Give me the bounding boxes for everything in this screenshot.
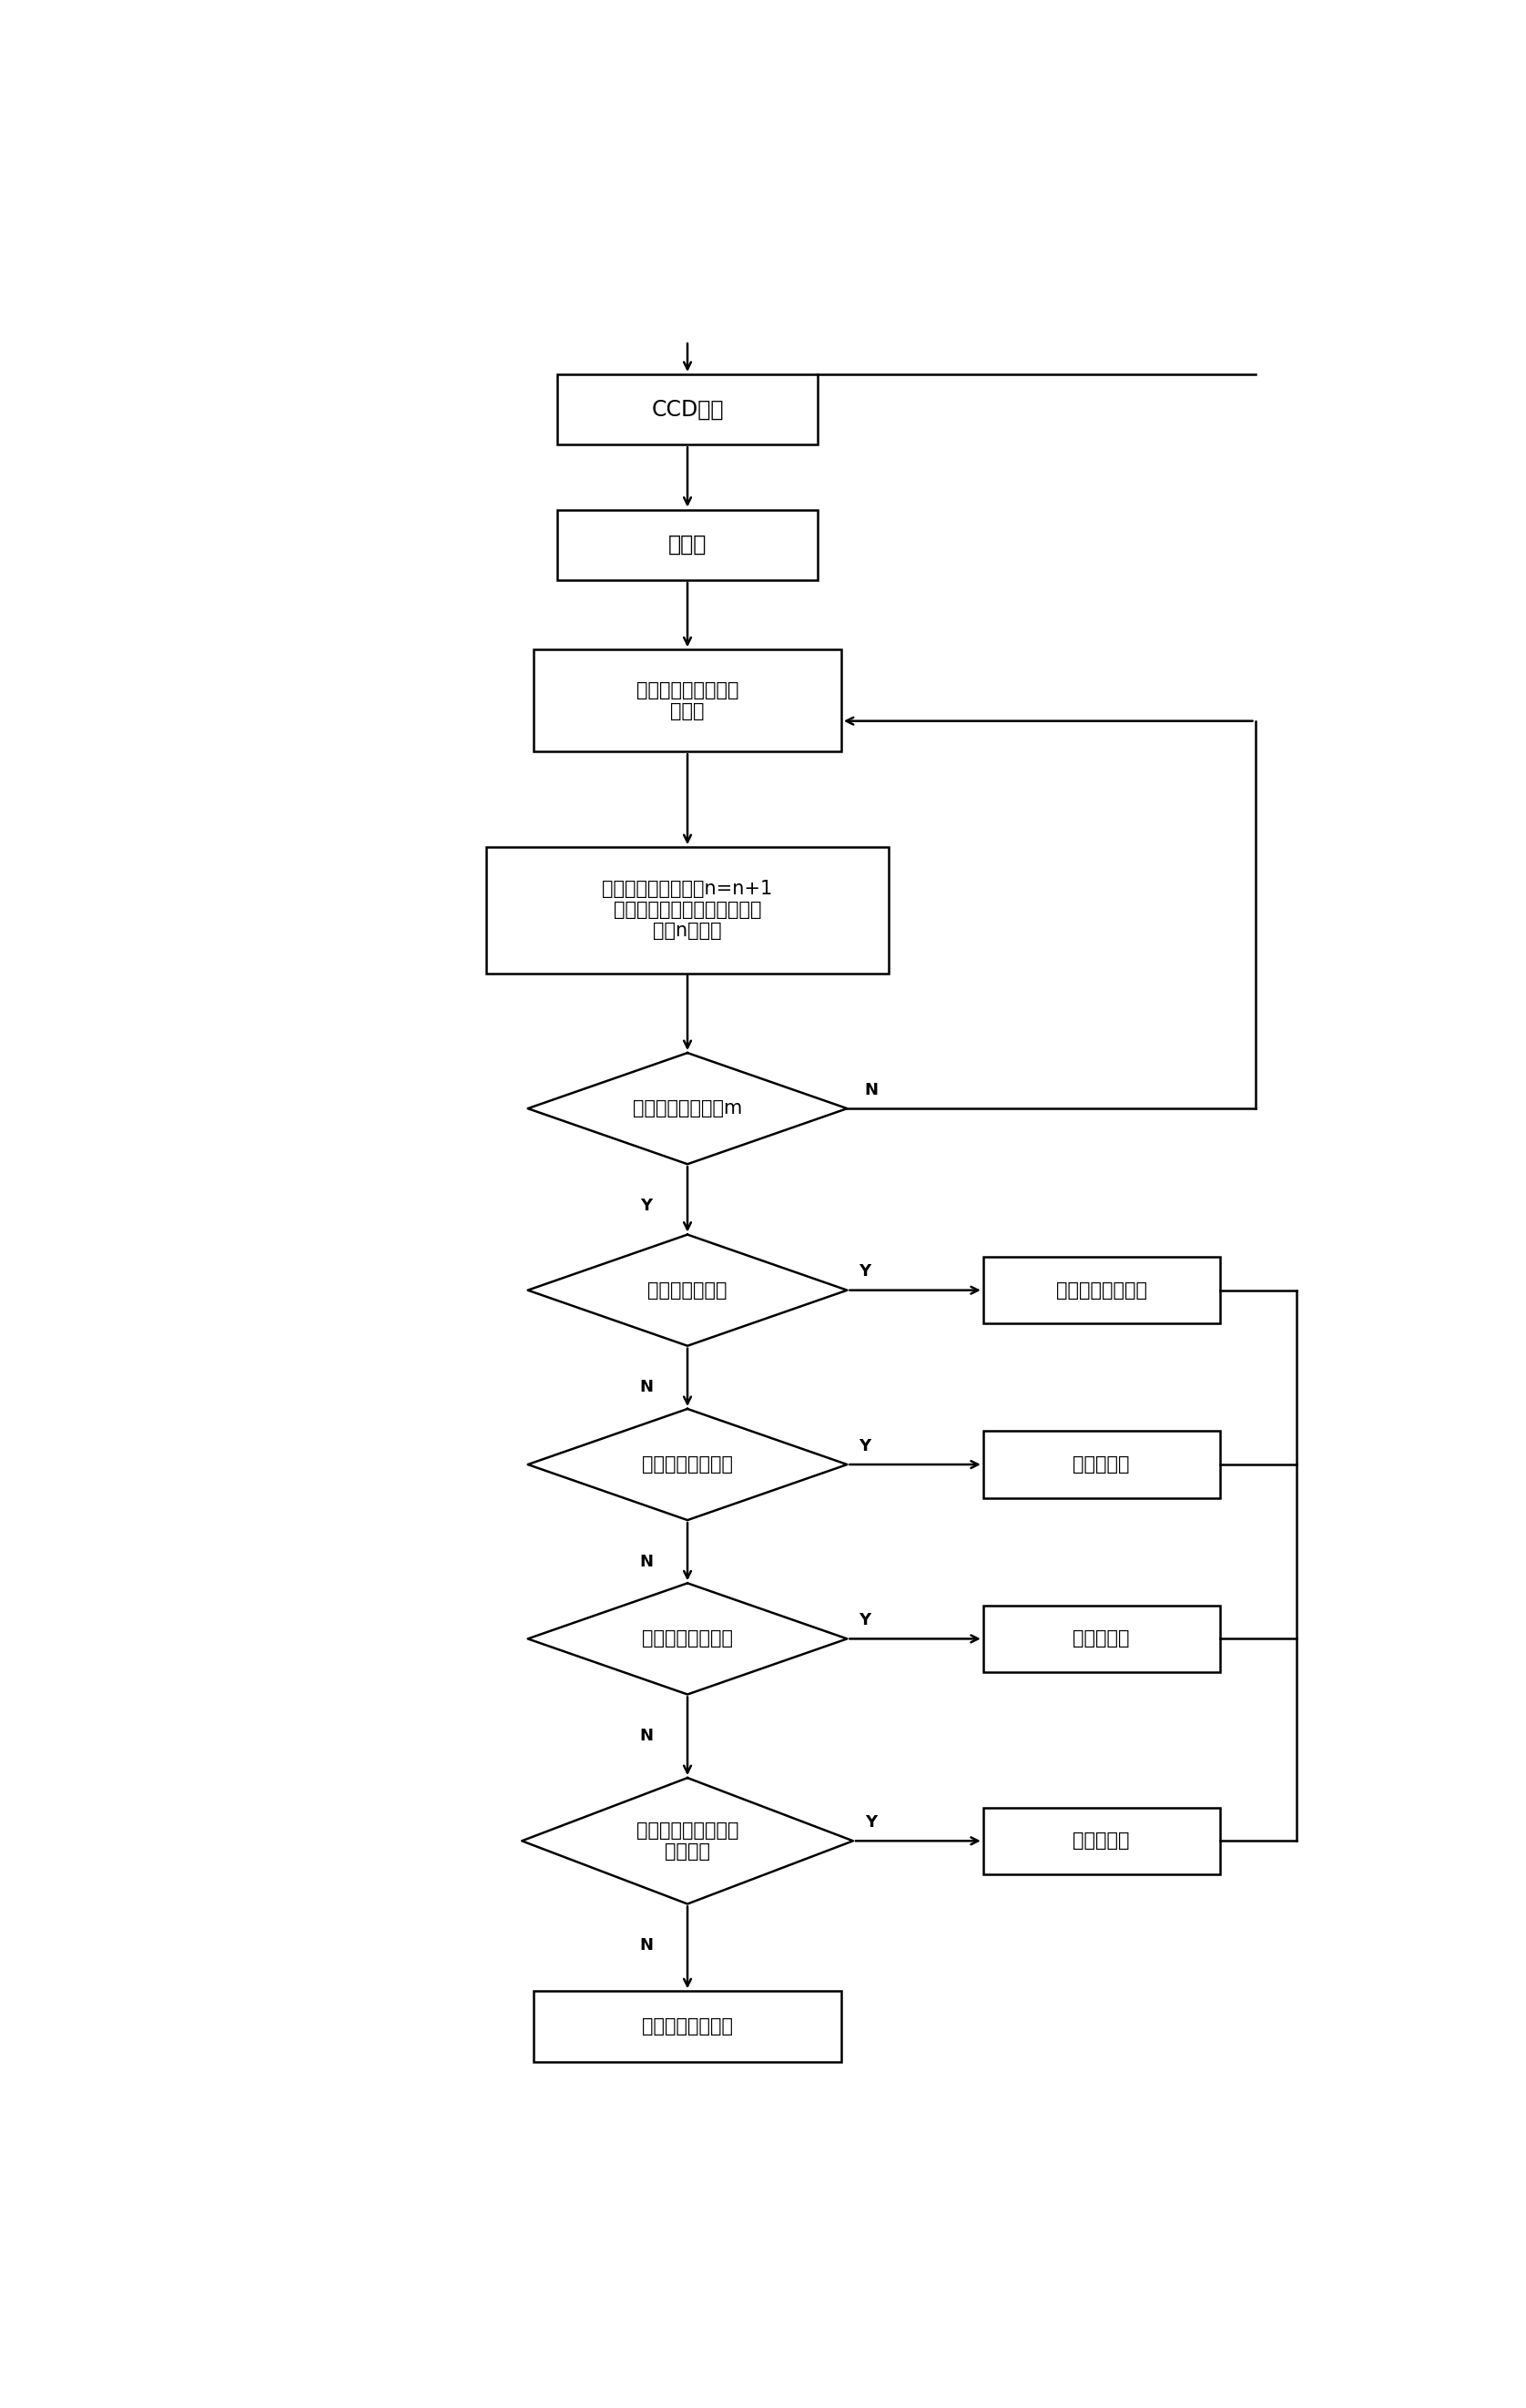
Bar xyxy=(983,1808,1219,1873)
Bar xyxy=(557,373,818,445)
Text: 判断景物是否过亮: 判断景物是否过亮 xyxy=(642,1454,732,1474)
Text: CCD成像: CCD成像 xyxy=(652,400,723,421)
Text: N: N xyxy=(639,1938,653,1953)
Text: Y: Y xyxy=(859,1264,871,1281)
Text: 计算每行图像的各个
参数值: 计算每行图像的各个 参数值 xyxy=(636,681,739,720)
Bar xyxy=(534,1991,841,2061)
Text: Y: Y xyxy=(639,1197,652,1214)
Text: N: N xyxy=(639,1553,653,1570)
Text: Y: Y xyxy=(859,1438,871,1454)
Text: 不对增益进行调整: 不对增益进行调整 xyxy=(1056,1281,1148,1300)
Text: 将增益调大: 将增益调大 xyxy=(1073,1832,1129,1849)
Text: 预处理: 预处理 xyxy=(668,535,707,556)
Bar xyxy=(983,1430,1219,1498)
Bar xyxy=(487,848,888,973)
Text: 判断景物是否过暗: 判断景物是否过暗 xyxy=(642,1630,732,1647)
Text: 将增益调小: 将增益调小 xyxy=(1073,1454,1129,1474)
Text: 判断景物的动态范围
是否过窄: 判断景物的动态范围 是否过窄 xyxy=(636,1820,739,1861)
Text: N: N xyxy=(639,1380,653,1397)
Bar xyxy=(983,1257,1219,1324)
Text: 每成一行新的图像，n=n+1
利用迭代公式对各个参数值进
行第n次迭代: 每成一行新的图像，n=n+1 利用迭代公式对各个参数值进 行第n次迭代 xyxy=(603,879,772,942)
Text: 不对增益进行调整: 不对增益进行调整 xyxy=(642,2018,732,2035)
Bar xyxy=(983,1606,1219,1671)
Text: N: N xyxy=(865,1081,879,1098)
Text: 迭代次数是否等于m: 迭代次数是否等于m xyxy=(633,1100,742,1117)
Text: 将增益调大: 将增益调大 xyxy=(1073,1630,1129,1647)
Bar xyxy=(534,650,841,751)
Text: N: N xyxy=(639,1729,653,1743)
Bar xyxy=(557,510,818,580)
Text: Y: Y xyxy=(865,1813,877,1830)
Text: 判断是否为背景: 判断是否为背景 xyxy=(647,1281,728,1300)
Text: Y: Y xyxy=(859,1611,871,1628)
